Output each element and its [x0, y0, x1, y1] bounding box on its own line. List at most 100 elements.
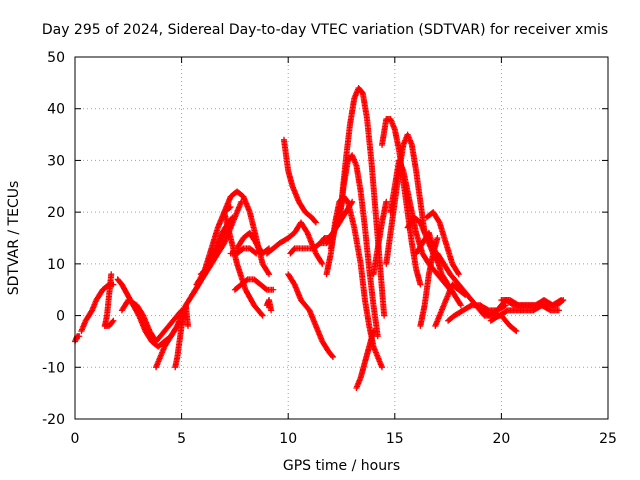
data-point: [513, 328, 520, 335]
data-point: [234, 250, 241, 257]
data-point: [387, 209, 394, 216]
y-tick-label: 0: [56, 309, 65, 325]
data-point: [487, 317, 494, 324]
data-point: [460, 307, 467, 314]
data-point: [161, 328, 168, 335]
data-point: [184, 322, 191, 329]
data-point: [118, 281, 125, 288]
data-point: [379, 364, 386, 371]
data-point: [216, 240, 223, 247]
data-point: [425, 271, 432, 278]
data-point: [327, 250, 334, 257]
data-point: [110, 317, 117, 324]
x-tick-label: 25: [599, 431, 617, 447]
x-tick-label: 20: [492, 431, 510, 447]
series-arc-28: [338, 85, 388, 319]
data-point: [532, 302, 539, 309]
data-point: [308, 214, 315, 221]
x-tick-label: 15: [386, 431, 404, 447]
data-point: [447, 271, 454, 278]
x-tick-label: 5: [177, 431, 186, 447]
data-point: [496, 312, 503, 319]
data-point: [89, 307, 96, 314]
data-point: [221, 209, 228, 216]
data-point: [227, 235, 234, 241]
data-point: [521, 307, 528, 314]
data-point: [413, 229, 420, 236]
data-point: [404, 224, 411, 231]
data-point: [234, 245, 241, 252]
data-point: [504, 307, 511, 314]
data-point: [485, 312, 492, 319]
data-point: [153, 364, 160, 371]
data-point: [555, 307, 562, 314]
data-point: [455, 281, 462, 288]
data-point: [336, 219, 343, 226]
chart-title: Day 295 of 2024, Sidereal Day-to-day VTE…: [42, 22, 608, 38]
data-point: [259, 260, 266, 267]
data-point: [106, 322, 113, 329]
data-point: [319, 260, 326, 267]
data-point: [251, 276, 258, 283]
data-point: [451, 291, 458, 298]
data-point: [133, 302, 140, 309]
data-point: [370, 302, 377, 309]
series-arc-04: [101, 317, 117, 329]
y-tick-label: 40: [47, 102, 65, 118]
data-point: [387, 229, 394, 236]
data-point: [170, 317, 177, 324]
data-point: [440, 260, 447, 267]
data-point: [238, 281, 245, 288]
y-tick-label: 20: [47, 205, 65, 221]
data-point: [108, 271, 115, 278]
data-point: [329, 353, 336, 360]
data-point: [227, 250, 234, 257]
data-point: [451, 312, 458, 319]
data-point: [229, 214, 236, 221]
data-point: [423, 214, 430, 221]
data-point: [285, 167, 292, 174]
data-point: [167, 333, 174, 340]
data-point: [317, 240, 324, 247]
data-point: [146, 328, 153, 335]
data-point: [270, 286, 277, 293]
data-point: [263, 302, 270, 309]
data-point: [379, 141, 386, 148]
data-point: [425, 229, 432, 236]
series-arc-02: [78, 281, 117, 335]
data-point: [417, 322, 424, 329]
data-point: [240, 235, 247, 241]
data-point: [498, 297, 505, 304]
data-point: [197, 271, 204, 278]
x-tick-label: 0: [71, 431, 80, 447]
data-point: [408, 209, 415, 216]
data-point: [396, 157, 403, 164]
data-point: [432, 322, 439, 329]
data-point: [547, 307, 554, 314]
data-point: [103, 312, 110, 319]
data-point: [257, 250, 264, 257]
data-point: [268, 307, 275, 314]
data-point: [246, 209, 253, 216]
data-point: [172, 364, 179, 371]
data-point: [125, 297, 132, 304]
data-point: [370, 328, 377, 335]
data-point: [210, 250, 217, 257]
data-point: [246, 229, 253, 236]
data-point: [270, 245, 277, 252]
data-point: [351, 95, 358, 102]
data-point: [140, 312, 147, 319]
data-point: [244, 276, 251, 283]
data-point: [304, 245, 311, 252]
data-point: [400, 141, 407, 148]
data-point: [419, 250, 426, 257]
data-point: [438, 271, 445, 278]
data-point: [325, 348, 332, 355]
data-point: [295, 198, 302, 205]
data-point: [323, 240, 330, 247]
data-point: [93, 297, 100, 304]
data-point: [408, 141, 415, 148]
data-point: [530, 307, 537, 314]
series-arc-37: [423, 209, 462, 278]
